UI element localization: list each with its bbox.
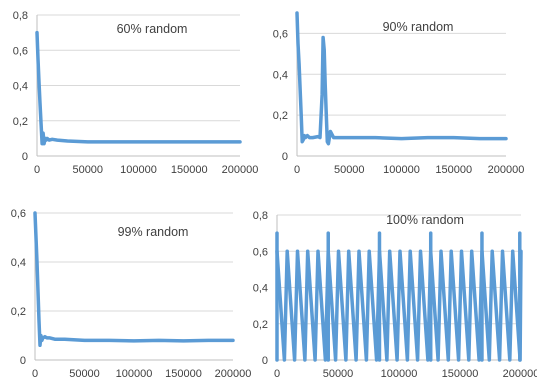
x-tick-label: 100000: [383, 164, 420, 176]
chart-panel-100-random: 0 0,2 0,4 0,6 0,8 0 50000 100000 150000 200000 100…: [253, 210, 537, 380]
chart-panel-90-random: 0 0,2 0,4 0,6 0 50000 100000 150000 200000 90% ra…: [273, 11, 525, 176]
chart-title: 100% random: [386, 213, 464, 227]
x-tick-label: 150000: [171, 164, 208, 176]
y-tick-label: 0: [282, 151, 288, 163]
x-tick-label: 200000: [222, 164, 259, 176]
x-tick-label: 200000: [488, 164, 525, 176]
series-line: [295, 11, 508, 146]
x-tick-label: 0: [34, 164, 40, 176]
series-line: [33, 211, 235, 348]
x-tick-label: 100000: [120, 164, 157, 176]
y-tick-label: 0,6: [253, 246, 268, 258]
x-tick-label: 200000: [503, 368, 537, 380]
x-tick-label: 50000: [334, 164, 365, 176]
y-tick-label: 0,4: [273, 69, 288, 81]
chart-panel-60-random: 0 0,2 0,4 0,6 0,8 0 50000 100000 150000 200000 60%…: [13, 10, 259, 176]
y-tick-label: 0,6: [13, 45, 28, 57]
y-tick-label: 0,4: [253, 283, 268, 295]
y-tick-label: 0,2: [13, 116, 28, 128]
x-tick-label: 100000: [116, 368, 153, 380]
x-tick-label: 100000: [381, 368, 418, 380]
y-tick-label: 0,8: [253, 210, 268, 222]
chart-panel-99-random: 0 0,2 0,4 0,6 0 50000 100000 150000 200000 99% ra…: [11, 208, 252, 380]
chart-title: 60% random: [117, 22, 188, 36]
y-tick-label: 0: [262, 355, 268, 367]
x-tick-label: 150000: [165, 368, 202, 380]
y-tick-label: 0,6: [273, 28, 288, 40]
x-tick-label: 150000: [442, 368, 479, 380]
y-tick-label: 0: [20, 355, 26, 367]
x-tick-label: 50000: [69, 368, 100, 380]
chart-title: 99% random: [118, 225, 189, 239]
x-tick-label: 0: [32, 368, 38, 380]
x-tick-label: 150000: [435, 164, 472, 176]
x-tick-label: 0: [274, 368, 280, 380]
y-tick-label: 0,6: [11, 208, 26, 220]
y-tick-label: 0,4: [13, 81, 28, 93]
y-tick-label: 0: [22, 151, 28, 163]
y-tick-label: 0,4: [11, 257, 26, 269]
y-tick-label: 0,2: [273, 110, 288, 122]
chart-title: 90% random: [383, 20, 454, 34]
series-line: [275, 249, 523, 362]
x-tick-label: 0: [294, 164, 300, 176]
x-tick-label: 50000: [72, 164, 103, 176]
x-tick-label: 200000: [215, 368, 252, 380]
y-tick-label: 0,2: [11, 306, 26, 318]
y-tick-label: 0,8: [13, 10, 28, 22]
x-tick-label: 50000: [323, 368, 354, 380]
series-line: [35, 30, 242, 146]
y-tick-label: 0,2: [253, 319, 268, 331]
